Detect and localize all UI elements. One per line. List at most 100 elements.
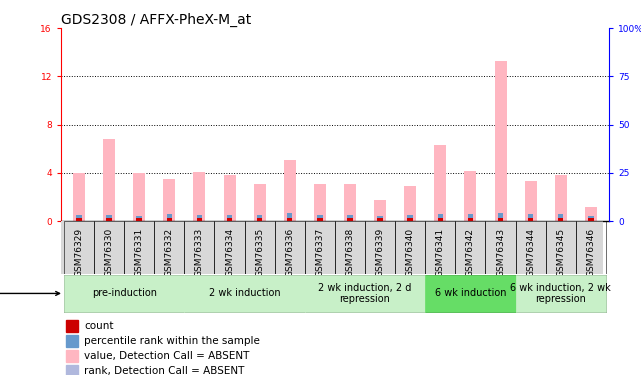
Bar <box>64 274 185 312</box>
Text: 6 wk induction: 6 wk induction <box>435 288 506 298</box>
Text: rank, Detection Call = ABSENT: rank, Detection Call = ABSENT <box>84 366 244 375</box>
Bar <box>498 213 503 221</box>
Bar <box>94 221 124 274</box>
Bar <box>528 214 533 221</box>
Bar <box>435 145 446 221</box>
Bar <box>494 61 506 221</box>
Bar <box>137 216 142 221</box>
Text: GSM76343: GSM76343 <box>496 228 505 277</box>
Bar <box>106 215 112 221</box>
Bar <box>167 214 172 221</box>
Bar <box>194 172 205 221</box>
Bar <box>425 274 515 312</box>
Bar <box>64 221 94 274</box>
Bar <box>585 207 597 221</box>
Bar <box>344 184 356 221</box>
Bar <box>515 221 545 274</box>
Bar <box>76 215 81 221</box>
Text: value, Detection Call = ABSENT: value, Detection Call = ABSENT <box>84 351 249 361</box>
Bar <box>224 176 235 221</box>
Bar <box>576 221 606 274</box>
Bar <box>163 179 176 221</box>
Text: GSM76337: GSM76337 <box>315 228 324 277</box>
Text: GSM76335: GSM76335 <box>255 228 264 277</box>
Bar <box>287 213 292 221</box>
Text: GSM76330: GSM76330 <box>104 228 113 277</box>
Bar <box>197 215 202 221</box>
Bar <box>284 160 296 221</box>
Bar <box>378 218 383 221</box>
Bar <box>545 221 576 274</box>
Bar <box>167 218 172 221</box>
Bar <box>468 214 473 221</box>
Bar <box>124 221 154 274</box>
Text: GDS2308 / AFFX-PheX-M_at: GDS2308 / AFFX-PheX-M_at <box>61 13 251 27</box>
Text: GSM76331: GSM76331 <box>135 228 144 277</box>
Text: 2 wk induction: 2 wk induction <box>209 288 280 298</box>
Bar <box>438 218 443 221</box>
Bar <box>137 218 142 221</box>
Bar <box>317 218 322 221</box>
Text: GSM76338: GSM76338 <box>345 228 354 277</box>
Text: GSM76339: GSM76339 <box>376 228 385 277</box>
Bar <box>347 218 353 221</box>
Text: GSM76340: GSM76340 <box>406 228 415 277</box>
Bar <box>524 182 537 221</box>
Bar <box>404 186 416 221</box>
Bar <box>314 184 326 221</box>
Bar <box>528 218 533 221</box>
Bar <box>365 221 395 274</box>
Bar <box>154 221 185 274</box>
Text: 6 wk induction, 2 wk
repression: 6 wk induction, 2 wk repression <box>510 283 611 304</box>
Bar <box>408 215 413 221</box>
Text: GSM76346: GSM76346 <box>587 228 595 277</box>
Bar <box>275 221 305 274</box>
Bar <box>185 274 305 312</box>
Bar <box>197 218 202 221</box>
Bar <box>227 218 232 221</box>
Bar <box>395 221 425 274</box>
Bar <box>554 176 567 221</box>
Bar <box>317 215 322 221</box>
Bar <box>378 216 383 221</box>
Text: GSM76342: GSM76342 <box>466 228 475 276</box>
Bar <box>558 214 563 221</box>
Bar <box>498 218 503 221</box>
Text: GSM76345: GSM76345 <box>556 228 565 277</box>
Bar <box>425 221 455 274</box>
Text: GSM76334: GSM76334 <box>225 228 234 277</box>
Bar <box>287 218 292 221</box>
Bar <box>347 215 353 221</box>
Bar <box>485 221 515 274</box>
Bar <box>305 274 425 312</box>
Bar <box>455 221 485 274</box>
Text: GSM76329: GSM76329 <box>74 228 83 277</box>
Bar <box>305 221 335 274</box>
Bar <box>408 218 413 221</box>
Bar <box>215 221 245 274</box>
Text: GSM76341: GSM76341 <box>436 228 445 277</box>
Bar <box>245 221 275 274</box>
Bar <box>515 274 606 312</box>
Text: GSM76344: GSM76344 <box>526 228 535 276</box>
Bar <box>257 218 262 221</box>
Bar <box>465 171 476 221</box>
Bar <box>588 218 594 221</box>
Text: GSM76332: GSM76332 <box>165 228 174 277</box>
Bar <box>588 216 594 221</box>
Text: GSM76333: GSM76333 <box>195 228 204 277</box>
Text: percentile rank within the sample: percentile rank within the sample <box>84 336 260 346</box>
Bar <box>106 218 112 221</box>
Bar <box>67 365 78 375</box>
Bar <box>76 218 81 221</box>
Bar <box>73 173 85 221</box>
Bar <box>133 173 146 221</box>
Bar <box>257 215 262 221</box>
Text: GSM76336: GSM76336 <box>285 228 294 277</box>
Bar <box>103 139 115 221</box>
Text: 2 wk induction, 2 d
repression: 2 wk induction, 2 d repression <box>319 283 412 304</box>
Bar <box>335 221 365 274</box>
Bar <box>67 350 78 362</box>
Bar <box>185 221 215 274</box>
Bar <box>468 218 473 221</box>
